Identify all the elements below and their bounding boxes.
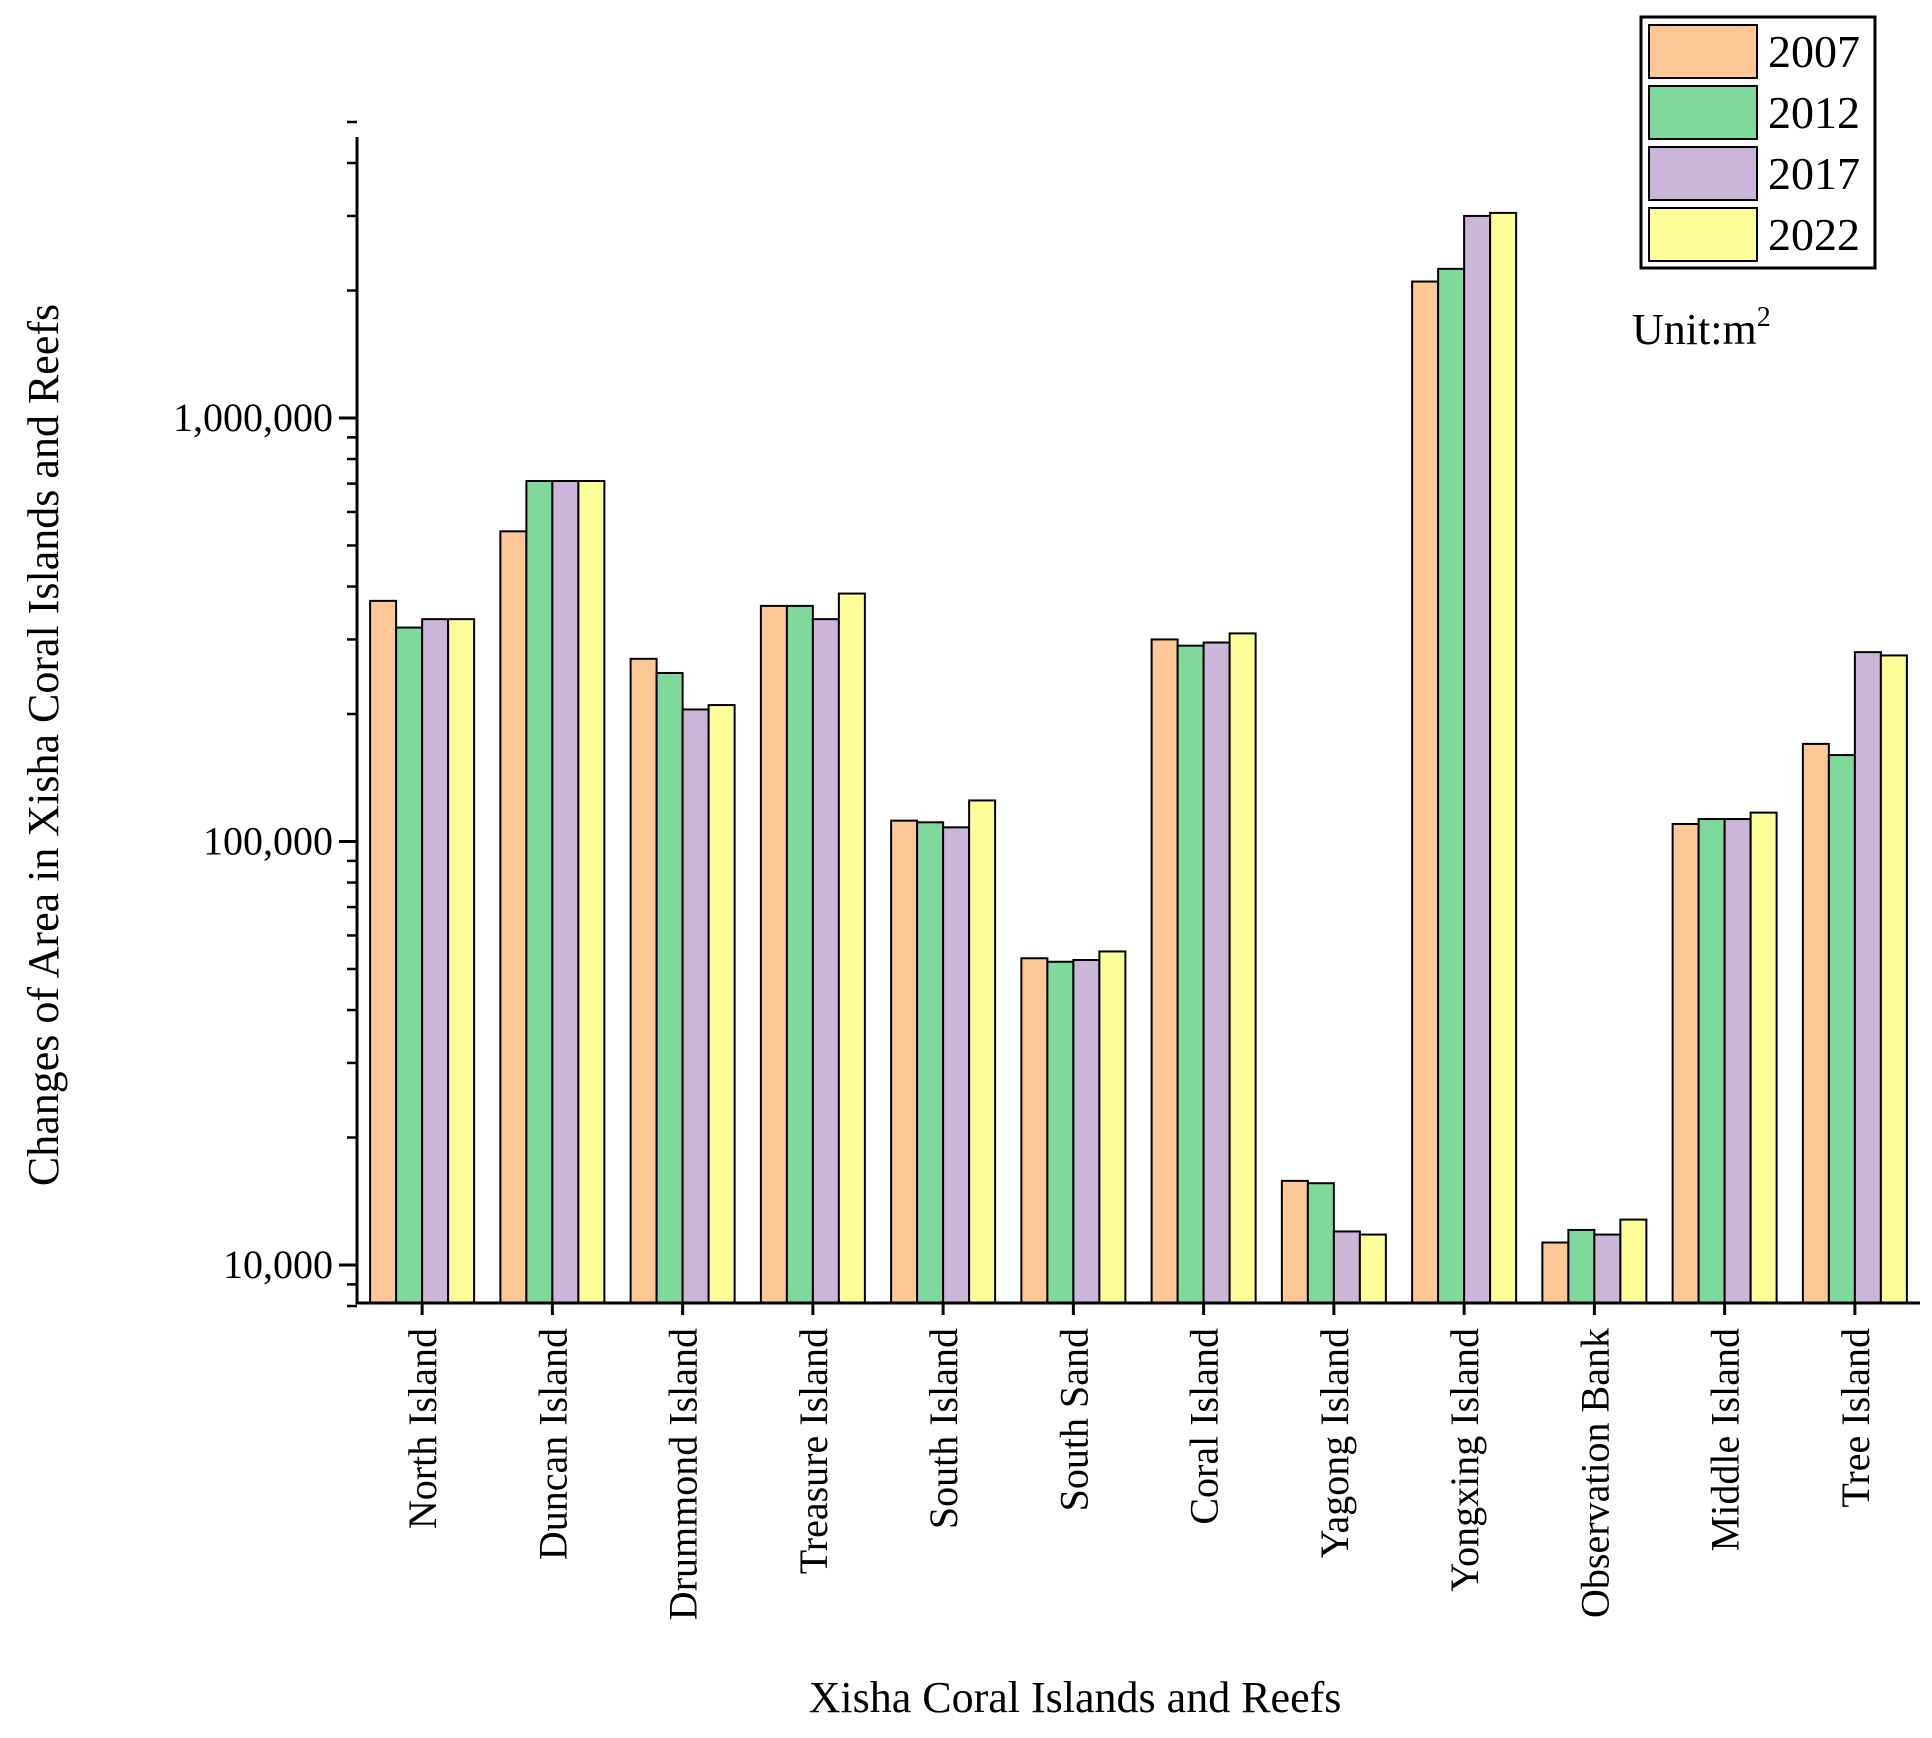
- bar-2022-drummond-island: [707, 704, 736, 1304]
- legend-swatch-2012: [1648, 85, 1758, 140]
- bar-2012-duncan-island: [525, 479, 554, 1305]
- legend-label-2007: 2007: [1768, 26, 1860, 77]
- bar-2022-observation-bank: [1619, 1218, 1648, 1304]
- bar-2007-yongxing-island: [1411, 280, 1440, 1305]
- unit-label: Unit:m2: [1632, 302, 1771, 354]
- x-tick-label: Observation Bank: [1572, 1328, 1617, 1618]
- bar-2007-south-island: [890, 819, 919, 1305]
- bar-2022-south-sand: [1098, 950, 1127, 1305]
- bar-2022-treasure-island: [837, 592, 866, 1304]
- y-tick-label: 100,000: [203, 819, 333, 864]
- bar-2007-drummond-island: [629, 657, 658, 1304]
- legend-swatch-2022: [1648, 207, 1758, 262]
- bar-2017-south-sand: [1072, 959, 1101, 1304]
- x-tick-label: South Island: [921, 1328, 966, 1529]
- bar-2007-yagong-island: [1280, 1179, 1309, 1305]
- legend-items: 2007 2012 2017 2022: [1648, 24, 1860, 262]
- y-tick-label: 10,000: [223, 1242, 333, 1287]
- legend-swatch-2007: [1648, 24, 1758, 79]
- bar-2012-tree-island: [1827, 754, 1856, 1304]
- legend-swatch-2017: [1648, 146, 1758, 201]
- bar-2012-yongxing-island: [1437, 267, 1466, 1304]
- axes-layer: [339, 120, 1920, 1315]
- legend: 2007 2012 2017 2022: [1639, 15, 1877, 270]
- y-axis-title: Changes of Area in Xisha Coral Islands a…: [19, 304, 68, 1186]
- bar-2017-middle-island: [1723, 818, 1752, 1305]
- labels-layer: North Island Duncan Island Drummond Island…: [173, 395, 1878, 1620]
- bar-2012-yagong-island: [1306, 1182, 1335, 1305]
- x-tick-label: North Island: [400, 1328, 445, 1529]
- bar-2012-middle-island: [1697, 818, 1726, 1305]
- bar-2012-north-island: [395, 626, 424, 1304]
- x-tick-label: Tree Island: [1833, 1328, 1878, 1508]
- bar-2022-tree-island: [1879, 654, 1908, 1304]
- bar-2017-treasure-island: [811, 618, 840, 1304]
- bar-2017-yagong-island: [1332, 1230, 1361, 1305]
- bar-2022-south-island: [968, 799, 997, 1304]
- legend-label-2012: 2012: [1768, 87, 1860, 138]
- x-tick-label: Drummond Island: [661, 1328, 706, 1620]
- x-tick-label: Coral Island: [1182, 1328, 1227, 1525]
- bar-2017-north-island: [421, 618, 450, 1304]
- bar-2012-observation-bank: [1567, 1228, 1596, 1305]
- x-axis-title: Xisha Coral Islands and Reefs: [809, 1673, 1342, 1722]
- bar-2007-duncan-island: [499, 530, 528, 1304]
- bar-2017-coral-island: [1202, 641, 1231, 1304]
- x-tick-label: Yongxing Island: [1442, 1328, 1487, 1592]
- bar-2012-drummond-island: [655, 671, 684, 1304]
- bar-2022-duncan-island: [577, 479, 606, 1305]
- bar-2007-south-sand: [1020, 957, 1049, 1304]
- bar-2017-drummond-island: [681, 708, 710, 1304]
- bar-2007-middle-island: [1671, 822, 1700, 1305]
- bar-2007-treasure-island: [759, 604, 788, 1304]
- bar-2007-north-island: [369, 599, 398, 1304]
- legend-label-2017: 2017: [1768, 148, 1860, 199]
- bar-2007-tree-island: [1801, 742, 1830, 1304]
- legend-label-2022: 2022: [1768, 209, 1860, 260]
- y-tick-label: 1,000,000: [173, 395, 333, 440]
- bar-2022-coral-island: [1228, 632, 1257, 1304]
- bar-2022-north-island: [447, 618, 476, 1304]
- bar-2017-south-island: [942, 826, 971, 1304]
- unit-superscript: 2: [1757, 302, 1771, 333]
- bars-layer: [369, 211, 1908, 1305]
- unit-prefix: Unit:m: [1632, 305, 1757, 354]
- bar-2017-tree-island: [1853, 651, 1882, 1304]
- bar-2017-yongxing-island: [1463, 214, 1492, 1304]
- bar-2022-yongxing-island: [1489, 211, 1518, 1304]
- bar-2012-treasure-island: [785, 604, 814, 1304]
- bar-2007-observation-bank: [1541, 1241, 1570, 1304]
- x-tick-label: Duncan Island: [530, 1328, 575, 1560]
- bar-2022-middle-island: [1749, 811, 1778, 1304]
- bar-2012-south-sand: [1046, 960, 1075, 1304]
- x-tick-label: Middle Island: [1703, 1328, 1748, 1551]
- x-tick-label: Yagong Island: [1312, 1328, 1357, 1558]
- x-tick-label: South Sand: [1051, 1328, 1096, 1511]
- bar-2017-observation-bank: [1593, 1233, 1622, 1305]
- bar-2007-coral-island: [1150, 638, 1179, 1304]
- x-tick-label: Treasure Island: [791, 1328, 836, 1574]
- bar-2012-south-island: [916, 821, 945, 1304]
- bar-2012-coral-island: [1176, 644, 1205, 1304]
- bar-2017-duncan-island: [551, 479, 580, 1305]
- bar-2022-yagong-island: [1358, 1233, 1387, 1305]
